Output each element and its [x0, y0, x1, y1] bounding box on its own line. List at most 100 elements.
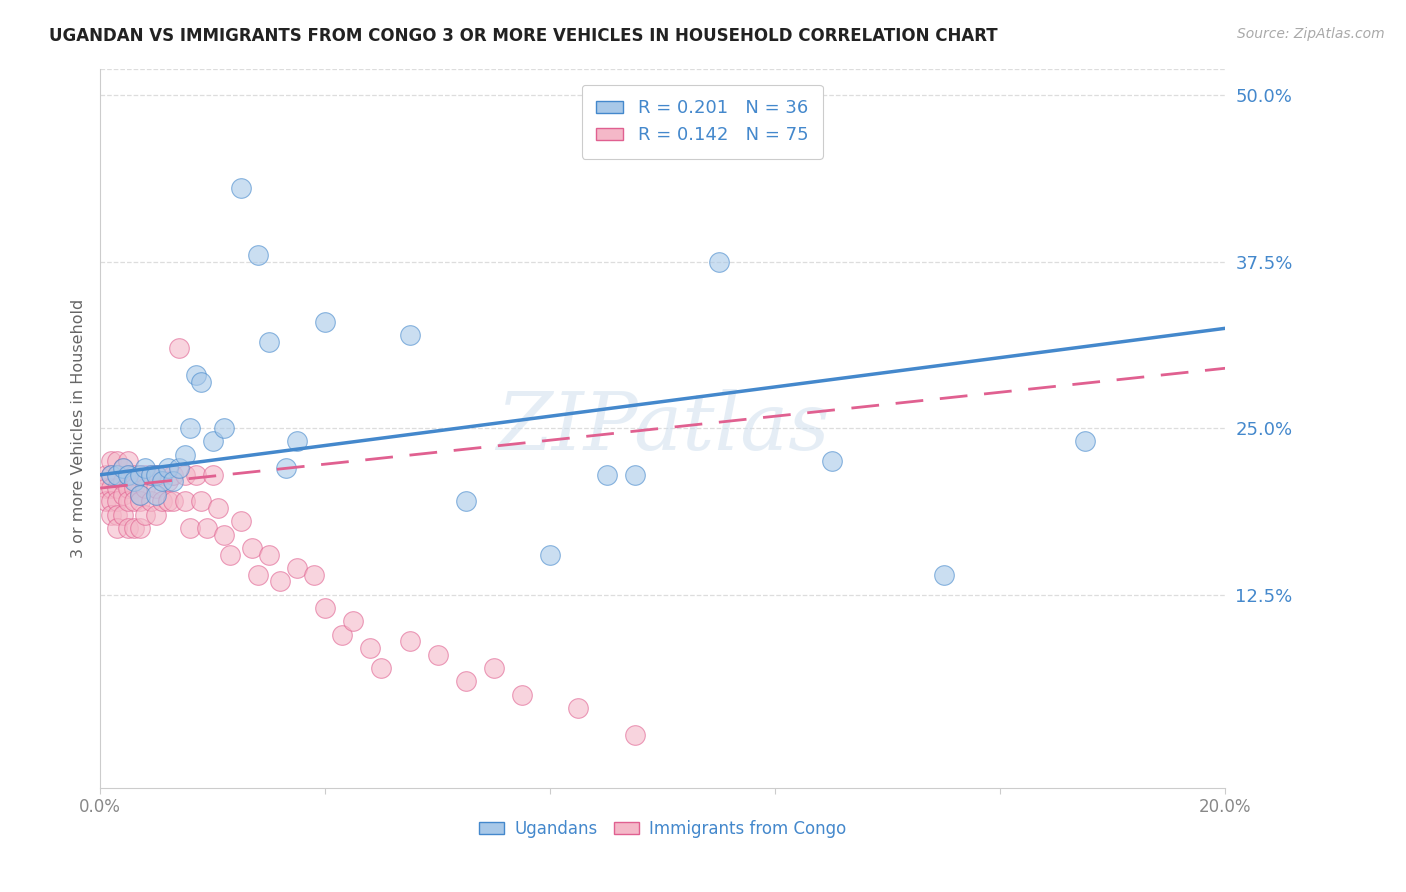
Point [707, 254, 730, 268]
Point [105, 494, 128, 508]
Point [218, 548, 240, 562]
Point [100, 454, 122, 468]
Point [173, 467, 195, 482]
Legend: Ugandans, Immigrants from Congo: Ugandans, Immigrants from Congo [472, 813, 853, 844]
Point [117, 494, 139, 508]
Point [94, 467, 117, 482]
Point [184, 368, 207, 382]
Point [105, 467, 128, 482]
Point [398, 634, 420, 648]
Y-axis label: 3 or more Vehicles in Household: 3 or more Vehicles in Household [72, 299, 86, 558]
Point [117, 454, 139, 468]
Point [145, 467, 167, 482]
Point [269, 574, 291, 589]
Point [285, 561, 308, 575]
Point [370, 661, 392, 675]
Point [122, 521, 145, 535]
Point [94, 494, 117, 508]
Point [122, 494, 145, 508]
Point [128, 488, 150, 502]
Point [454, 494, 477, 508]
Point [162, 475, 184, 489]
Point [134, 467, 156, 482]
Point [111, 475, 134, 489]
Point [105, 467, 128, 482]
Point [111, 508, 134, 522]
Point [257, 334, 280, 349]
Point [426, 648, 449, 662]
Point [122, 467, 145, 482]
Point [150, 467, 173, 482]
Point [190, 494, 212, 508]
Text: Source: ZipAtlas.com: Source: ZipAtlas.com [1237, 27, 1385, 41]
Point [285, 434, 308, 449]
Point [246, 567, 269, 582]
Point [139, 494, 162, 508]
Point [145, 481, 167, 495]
Point [510, 688, 533, 702]
Point [167, 461, 190, 475]
Point [145, 488, 167, 502]
Point [122, 481, 145, 495]
Point [201, 434, 224, 449]
Point [128, 467, 150, 482]
Point [117, 481, 139, 495]
Point [100, 481, 122, 495]
Point [100, 494, 122, 508]
Point [134, 481, 156, 495]
Point [167, 341, 190, 355]
Point [105, 481, 128, 495]
Point [173, 494, 195, 508]
Point [212, 527, 235, 541]
Point [150, 494, 173, 508]
Point [454, 674, 477, 689]
Point [314, 315, 336, 329]
Point [246, 248, 269, 262]
Point [173, 448, 195, 462]
Point [190, 375, 212, 389]
Point [134, 508, 156, 522]
Point [139, 467, 162, 482]
Point [257, 548, 280, 562]
Point [145, 508, 167, 522]
Point [229, 181, 252, 195]
Point [623, 727, 645, 741]
Point [117, 467, 139, 482]
Point [567, 701, 589, 715]
Point [201, 467, 224, 482]
Point [240, 541, 263, 555]
Point [179, 521, 201, 535]
Point [229, 515, 252, 529]
Point [342, 615, 364, 629]
Point [156, 494, 179, 508]
Point [139, 467, 162, 482]
Point [105, 508, 128, 522]
Point [179, 421, 201, 435]
Point [100, 467, 122, 482]
Point [595, 467, 617, 482]
Point [105, 454, 128, 468]
Point [100, 508, 122, 522]
Point [111, 461, 134, 475]
Point [538, 548, 561, 562]
Point [184, 467, 207, 482]
Point [122, 475, 145, 489]
Point [482, 661, 505, 675]
Point [156, 475, 179, 489]
Point [117, 521, 139, 535]
Point [128, 494, 150, 508]
Point [302, 567, 325, 582]
Point [207, 501, 229, 516]
Point [330, 627, 353, 641]
Point [1074, 434, 1097, 449]
Point [111, 461, 134, 475]
Point [128, 521, 150, 535]
Point [162, 494, 184, 508]
Point [274, 461, 297, 475]
Point [398, 327, 420, 342]
Point [117, 467, 139, 482]
Point [111, 488, 134, 502]
Point [820, 454, 842, 468]
Point [100, 467, 122, 482]
Point [145, 467, 167, 482]
